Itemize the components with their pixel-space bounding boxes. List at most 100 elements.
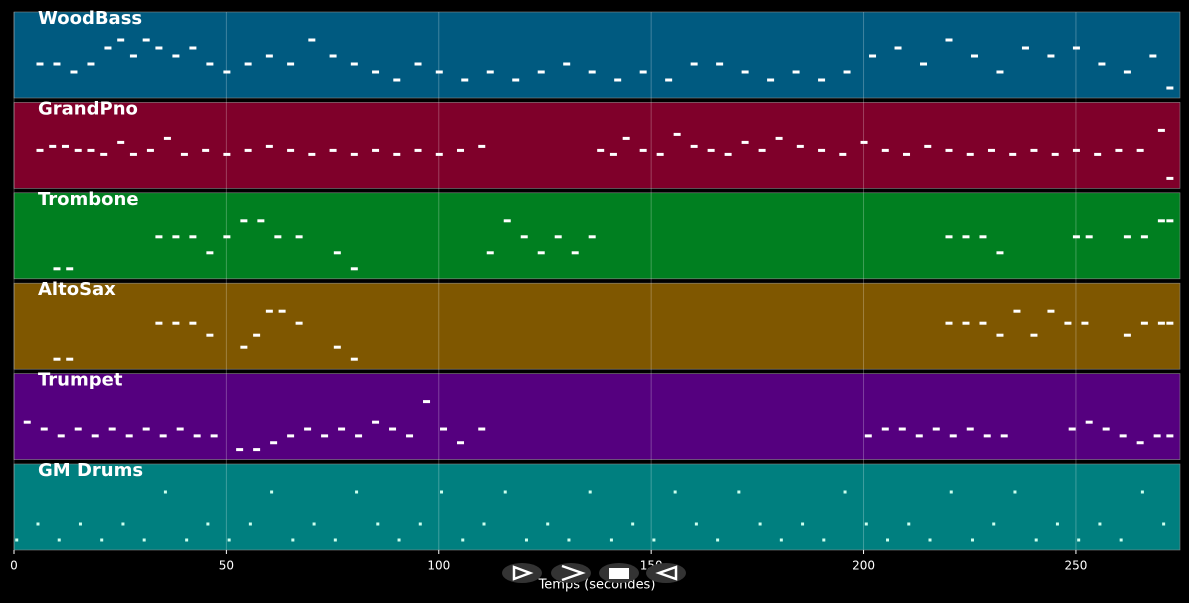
note [1009, 152, 1017, 156]
note [295, 235, 303, 239]
note [996, 70, 1004, 74]
note [36, 522, 40, 526]
note [461, 538, 465, 542]
note [1119, 538, 1123, 542]
note [932, 427, 940, 431]
note [53, 62, 61, 66]
note [486, 70, 494, 74]
note [864, 434, 872, 438]
note [189, 321, 197, 325]
note [622, 136, 630, 140]
note [329, 54, 337, 58]
note [767, 78, 775, 82]
forward-icon[interactable] [561, 564, 586, 582]
note [206, 251, 214, 255]
note [945, 321, 953, 325]
track-band [13, 373, 1181, 460]
note [265, 54, 273, 58]
note [1072, 235, 1080, 239]
note [172, 54, 180, 58]
note [414, 62, 422, 66]
note [554, 235, 562, 239]
note [240, 219, 248, 223]
note [291, 538, 295, 542]
note [843, 70, 851, 74]
note [142, 427, 150, 431]
note [1123, 235, 1131, 239]
track-name: AltoSax [38, 279, 116, 300]
note [61, 144, 69, 148]
note [1064, 321, 1072, 325]
back-button[interactable] [646, 563, 686, 583]
button-bg[interactable] [502, 563, 542, 583]
note [104, 46, 112, 50]
button-bg[interactable] [551, 563, 591, 583]
note [741, 140, 749, 144]
note [1166, 321, 1174, 325]
x-axis-label: Temps (secondes) [538, 578, 656, 593]
note [1081, 321, 1089, 325]
note [1123, 333, 1131, 337]
note [40, 427, 48, 431]
forward-button[interactable] [551, 563, 591, 583]
note [1047, 54, 1055, 58]
stop-icon[interactable] [609, 568, 629, 579]
note [78, 522, 82, 526]
note [287, 148, 295, 152]
note [1055, 522, 1059, 526]
note [656, 152, 664, 156]
note [287, 62, 295, 66]
note [881, 148, 889, 152]
note [1047, 309, 1055, 313]
note [949, 490, 953, 494]
note [962, 321, 970, 325]
note [172, 235, 180, 239]
note [949, 434, 957, 438]
note [253, 333, 261, 337]
note [512, 78, 520, 82]
note [1013, 490, 1017, 494]
note [567, 538, 571, 542]
note [87, 62, 95, 66]
note [1153, 434, 1161, 438]
note [108, 427, 116, 431]
note [1098, 62, 1106, 66]
note [1123, 70, 1131, 74]
note [457, 148, 465, 152]
back-icon[interactable] [655, 565, 678, 581]
note [779, 538, 783, 542]
note [1140, 490, 1144, 494]
note [1166, 434, 1174, 438]
note [129, 152, 137, 156]
play-icon[interactable] [512, 565, 534, 581]
note [397, 538, 401, 542]
note [117, 140, 125, 144]
note [414, 148, 422, 152]
note [1166, 219, 1174, 223]
x-tick-label: 100 [427, 559, 450, 573]
note [100, 152, 108, 156]
note [333, 538, 337, 542]
note [915, 434, 923, 438]
play-button[interactable] [502, 563, 542, 583]
note [903, 152, 911, 156]
note [614, 78, 622, 82]
note [924, 144, 932, 148]
note [1140, 321, 1148, 325]
note [372, 148, 380, 152]
note [478, 427, 486, 431]
note [265, 309, 273, 313]
note [240, 345, 248, 349]
note [987, 148, 995, 152]
note [440, 427, 448, 431]
button-bg[interactable] [646, 563, 686, 583]
note [597, 148, 605, 152]
stop-button[interactable] [599, 563, 639, 583]
track-bands [13, 11, 1181, 551]
note [461, 78, 469, 82]
note [1085, 235, 1093, 239]
note [206, 522, 210, 526]
note [227, 538, 231, 542]
note [1162, 522, 1166, 526]
note [979, 235, 987, 239]
